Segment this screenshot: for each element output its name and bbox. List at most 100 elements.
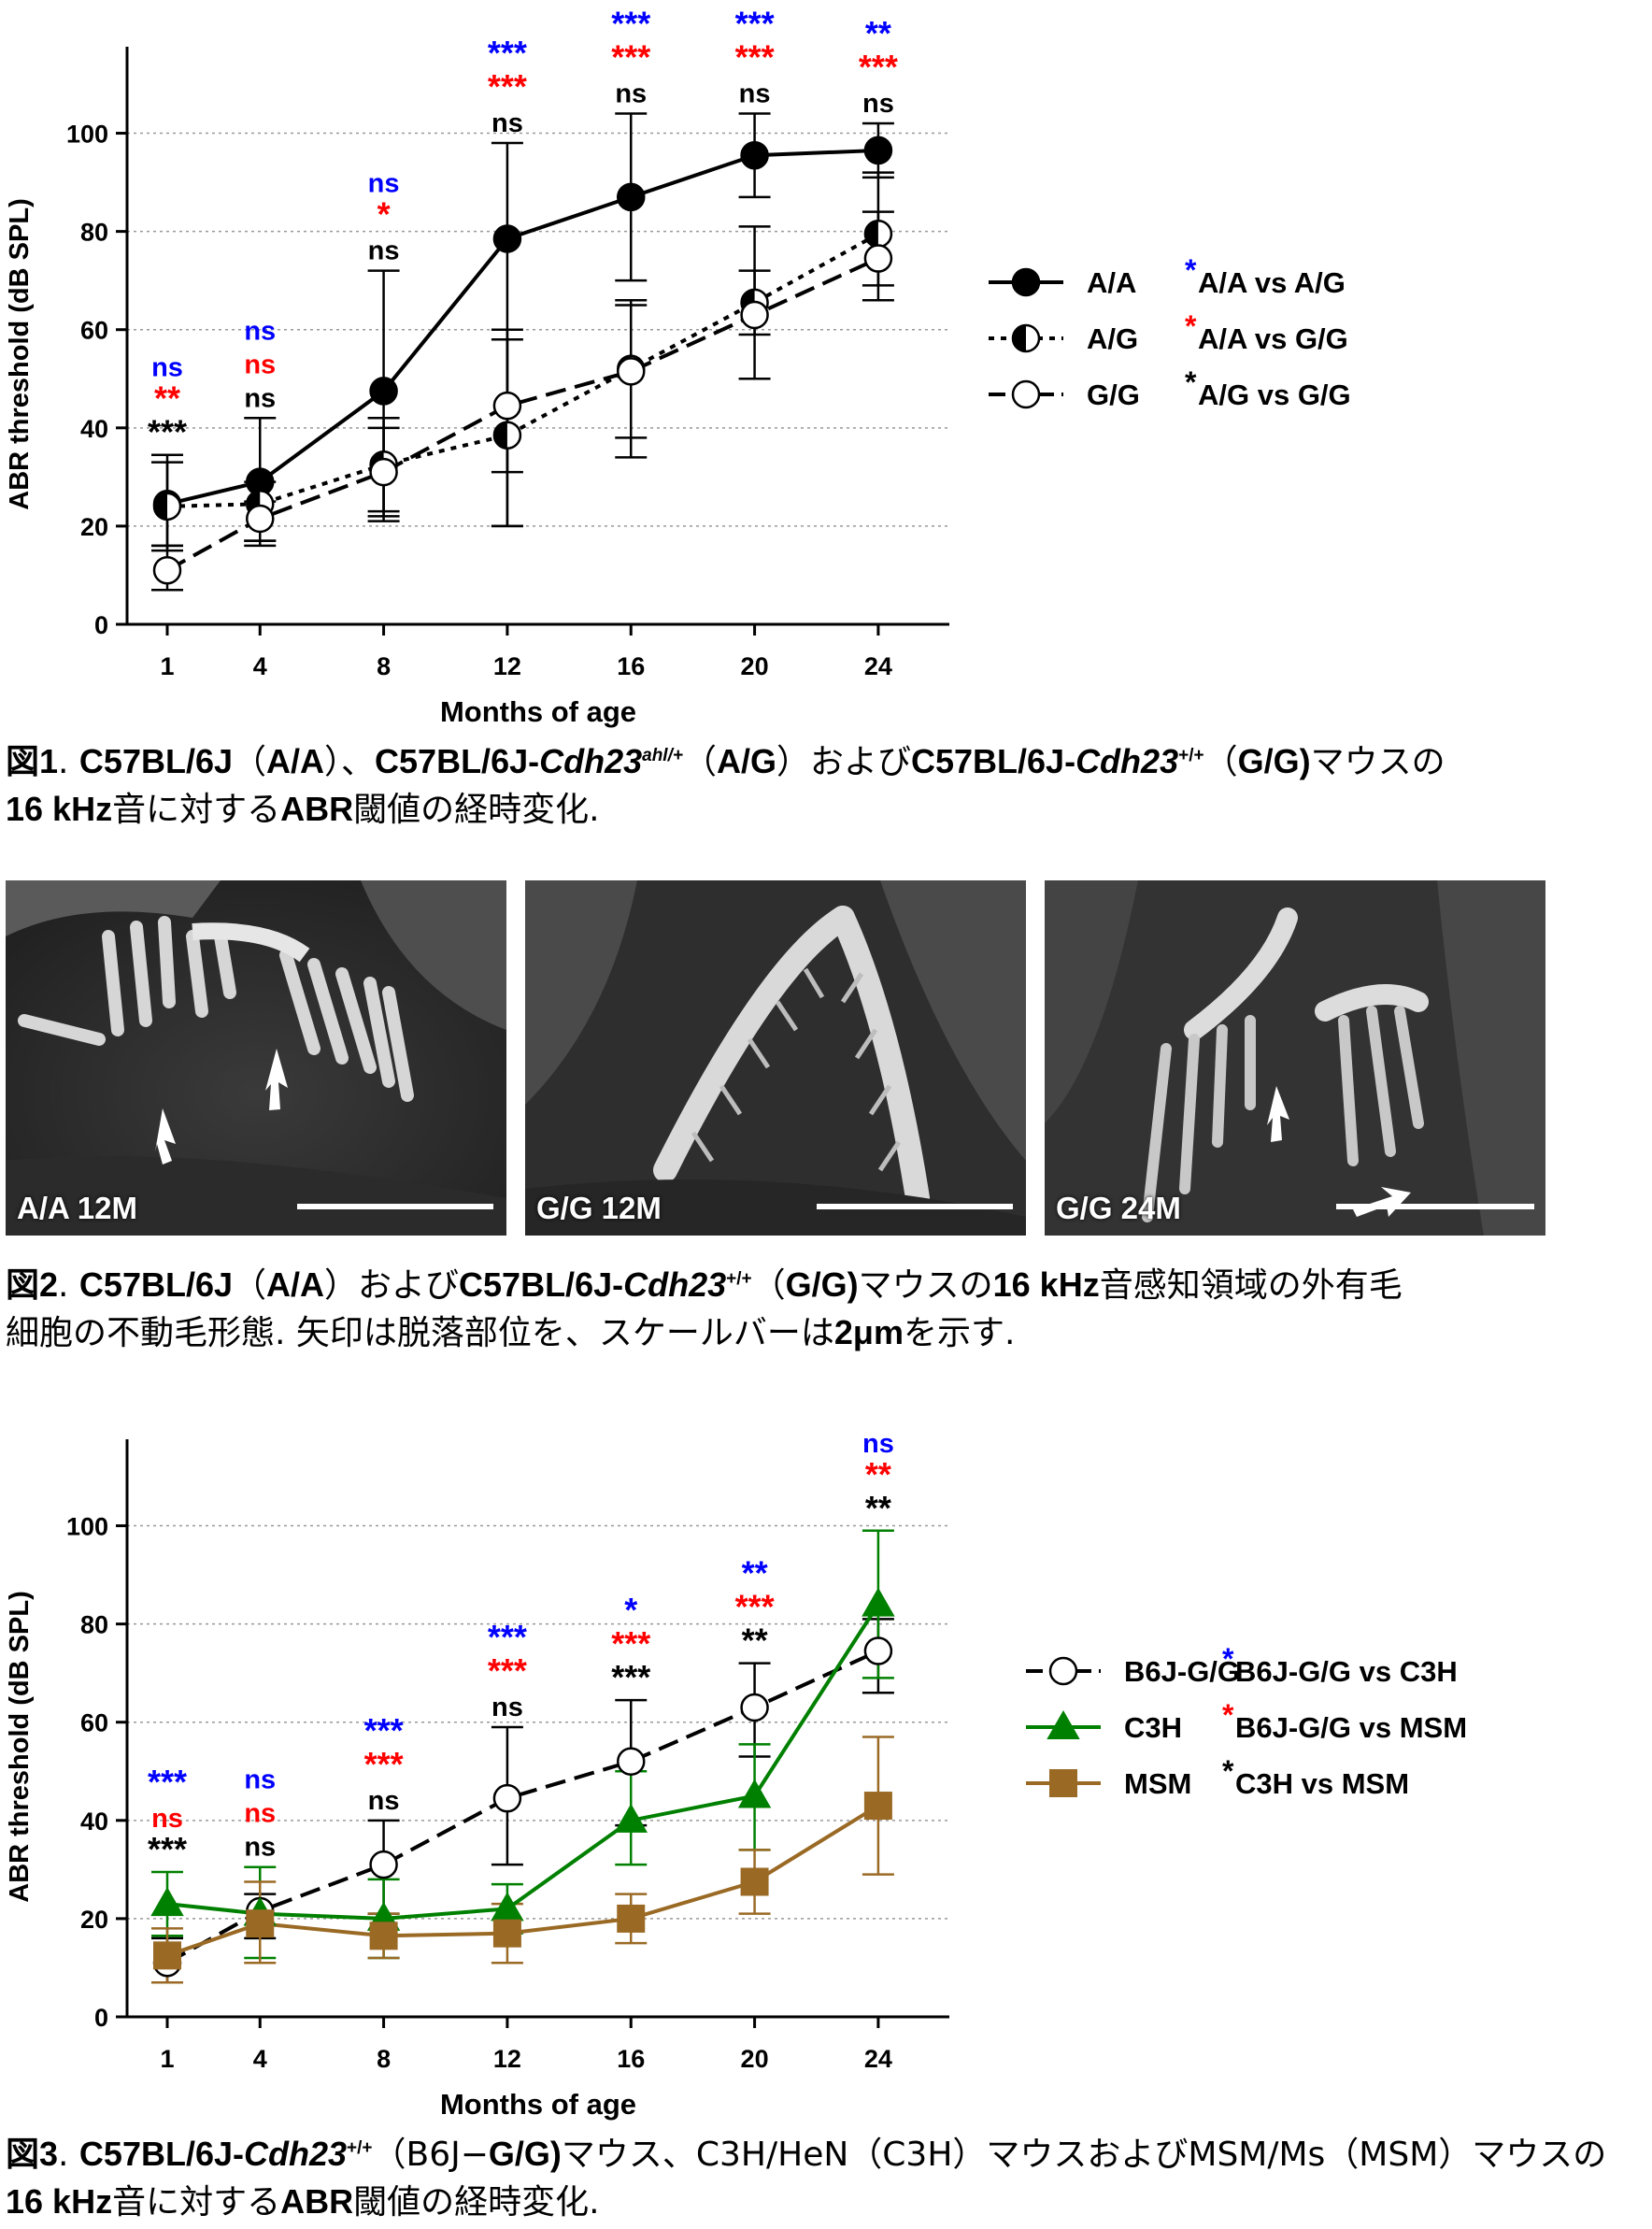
caption-text: G/G) — [785, 1265, 859, 1304]
significance-label: *** — [735, 38, 775, 77]
series-line — [166, 256, 879, 572]
legend-label: A/A — [1087, 266, 1136, 299]
caption-text: +/+ — [1178, 746, 1204, 765]
data-point — [616, 357, 646, 386]
legend-marker — [1011, 379, 1041, 409]
caption-text: . — [58, 2136, 79, 2174]
caption-text: C57BL/6J- — [375, 742, 540, 780]
data-point — [616, 182, 646, 212]
legend-label: B6J-G/G — [1124, 1655, 1240, 1688]
data-point — [740, 1867, 769, 1896]
data-point — [740, 1693, 769, 1722]
data-point — [246, 504, 275, 534]
figure1-chart: 0 20 40 60 80 100 1 4 8 12 16 20 24 Months of age ABR … — [5, 5, 1351, 728]
significance-label: ns — [244, 383, 276, 413]
data-point — [492, 1783, 522, 1813]
caption-text: 2μm — [833, 1313, 904, 1351]
x-tick-label: 12 — [493, 652, 521, 680]
figure-number: 図3 — [6, 2135, 59, 2173]
legend-star: * — [1185, 253, 1197, 287]
significance-label: *** — [148, 1763, 187, 1801]
marker-half — [1013, 325, 1026, 351]
significance-label: ns — [491, 108, 523, 138]
x-tick-label: 20 — [741, 2045, 769, 2073]
data-point — [150, 1887, 184, 1917]
legend-star: * — [1222, 1754, 1234, 1788]
legend-comparison-label: B6J-G/G vs MSM — [1235, 1711, 1467, 1744]
significance-label: *** — [488, 34, 527, 72]
significance-label: ns — [368, 1786, 400, 1816]
caption-text: （ — [233, 1266, 267, 1305]
caption-text: ABR — [280, 2182, 354, 2221]
y-tick-label: 20 — [80, 513, 108, 541]
photo-label: G/G 24M — [1056, 1191, 1181, 1225]
data-point — [616, 1747, 646, 1777]
legend-marker — [1048, 1656, 1078, 1686]
y-tick-label: 100 — [66, 121, 108, 149]
data-point — [740, 140, 769, 170]
caption-text: を示す. — [903, 1314, 1016, 1352]
data-point — [491, 1892, 524, 1922]
marker-half — [864, 221, 878, 248]
caption-text: 16 kHz — [6, 2182, 113, 2221]
x-tick-label: 16 — [617, 2045, 645, 2073]
data-point — [369, 457, 398, 487]
figure-number: 図1 — [6, 742, 59, 780]
data-point — [863, 1636, 893, 1665]
significance-label: ** — [865, 1489, 891, 1527]
legend-comparison-label: A/A vs G/G — [1198, 322, 1348, 355]
y-tick-label: 100 — [66, 1513, 108, 1541]
scale-bar — [297, 1204, 493, 1209]
caption-text: （ — [233, 743, 267, 781]
significance-label: ns — [862, 1429, 894, 1459]
caption-text: マウスの — [858, 1266, 993, 1305]
data-point — [492, 391, 522, 421]
caption-text: ）および — [324, 1266, 460, 1305]
caption-text: Cdh23 — [243, 2135, 348, 2173]
data-point — [863, 244, 893, 273]
x-tick-label: 1 — [160, 652, 174, 680]
legend-marker — [1047, 1709, 1080, 1739]
significance-label: ns — [151, 353, 183, 383]
significance-label: *** — [364, 1711, 404, 1750]
photo-label: A/A 12M — [17, 1191, 137, 1225]
significance-label: *** — [611, 1624, 650, 1663]
significance-label: *** — [148, 1830, 187, 1868]
data-point — [740, 300, 769, 330]
significance-label: ns — [615, 79, 647, 109]
caption-text: A/A — [266, 1265, 325, 1304]
significance-label: ** — [865, 14, 891, 52]
significance-label: ns — [862, 89, 894, 119]
sem-image-1 — [6, 880, 506, 1236]
x-axis-label: Months of age — [440, 2088, 636, 2121]
data-point — [369, 1922, 398, 1950]
data-point — [152, 492, 182, 522]
caption-text: ）および — [776, 743, 911, 781]
significance-label: * — [377, 195, 391, 234]
caption-text: A/G — [716, 742, 776, 780]
legend-comparison-label: A/G vs G/G — [1198, 379, 1351, 411]
y-tick-label: 40 — [80, 415, 108, 443]
caption-text: 音感知領域の外有毛 — [1099, 1266, 1403, 1305]
caption-text: ahl/+ — [642, 746, 683, 765]
legend-star: * — [1185, 365, 1197, 399]
data-point — [369, 377, 398, 406]
caption-text: 16 kHz — [992, 1265, 1100, 1304]
y-axis-label: ABR threshold (dB SPL) — [5, 198, 35, 510]
caption-text: C57BL/6J- — [911, 742, 1076, 780]
x-axis-label: Months of age — [440, 695, 636, 728]
y-tick-label: 20 — [80, 1906, 108, 1934]
caption-text: Cdh23 — [1075, 742, 1179, 780]
figure3-caption: 図3. C57BL/6J-Cdh23+/+（B6J−G/G)マウス、C3H/He… — [6, 2131, 1641, 2226]
significance-label: ns — [244, 1765, 276, 1795]
significance-label: *** — [488, 67, 527, 106]
significance-label: *** — [735, 1588, 775, 1626]
data-point — [862, 1587, 895, 1617]
caption-text: マウスの — [1310, 743, 1446, 781]
sem-image-2 — [525, 880, 1026, 1236]
caption-text: . — [58, 1266, 79, 1305]
significance-label: ** — [865, 1455, 891, 1493]
significance-label: ** — [742, 1622, 768, 1660]
significance-label: ns — [739, 79, 771, 109]
significance-label: *** — [611, 1658, 650, 1696]
